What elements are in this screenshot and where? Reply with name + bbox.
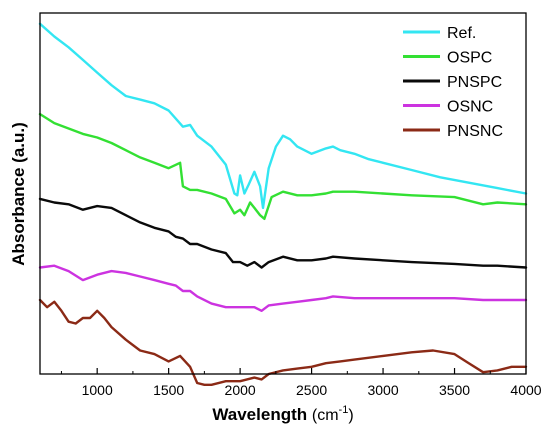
legend-label: PNSNC — [447, 123, 503, 140]
x-tick-label: 3500 — [439, 382, 470, 398]
y-axis-label: Absorbance (a.u.) — [9, 122, 28, 266]
series-layer — [38, 22, 528, 386]
legend-label: OSNC — [447, 99, 493, 116]
x-tick-label: 3000 — [367, 382, 398, 398]
series-line-ref — [38, 22, 528, 210]
legend: Ref. OSPC PNSPC OSNC PNSNC — [403, 25, 503, 140]
series-line-ospc — [38, 112, 528, 220]
x-tick-label: 4000 — [510, 382, 541, 398]
x-tick-label: 1000 — [82, 382, 113, 398]
legend-label: PNSPC — [447, 74, 502, 91]
x-tick-label: 2000 — [225, 382, 256, 398]
plot-frame — [39, 12, 527, 375]
series-line-pnspc — [38, 197, 528, 269]
series-line-pnsnc — [38, 298, 528, 386]
x-axis-unit-end: ) — [348, 407, 353, 424]
legend-label: Ref. — [447, 25, 476, 42]
x-axis-label-main: Wavelength — [212, 405, 307, 424]
x-axis-unit: (cm — [312, 407, 339, 424]
legend-label: OSPC — [447, 50, 492, 67]
x-tick-label: 2500 — [296, 382, 327, 398]
x-tick-label: 1500 — [153, 382, 184, 398]
series-line-osnc — [38, 264, 528, 312]
x-tick-layer: 1000 1500 2000 2500 3000 3500 4000 — [60, 368, 542, 398]
x-axis-label: Wavelength (cm-1) — [212, 404, 353, 424]
x-axis-unit-sup: -1 — [339, 404, 349, 416]
